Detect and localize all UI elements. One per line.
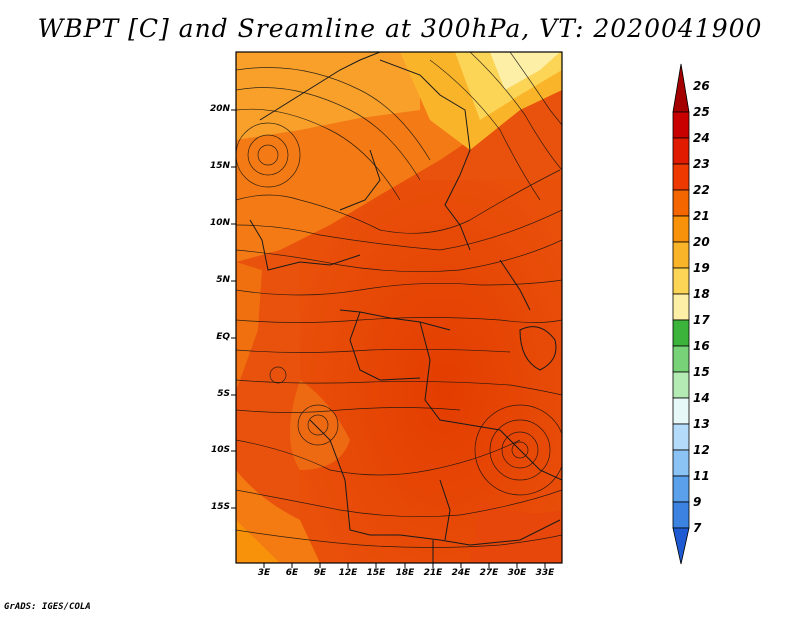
lon-label-21e: 21E [423,568,443,578]
grads-credit: GrADS: IGES/COLA [4,602,91,612]
wbpt-field [236,52,562,563]
lat-label-15n: 15N [209,161,230,171]
colorbar-swatch [672,371,690,399]
colorbar-label-17: 17 [693,313,710,327]
lon-label-27e: 27E [479,568,499,578]
colorbar-swatch [672,501,690,529]
colorbar-swatch [672,63,690,113]
colorbar-label-16: 16 [693,339,710,353]
colorbar-swatch [672,137,690,165]
lat-label-10n: 10N [209,218,230,228]
map-title: WBPT [C] and Sreamline at 300hPa, VT: 20… [37,14,763,43]
lon-label-6e: 6E [285,568,299,578]
colorbar-label-14: 14 [693,391,710,405]
lat-label-5s: 5S [217,389,230,399]
colorbar-label-25: 25 [693,105,710,119]
colorbar-swatch [672,319,690,347]
colorbar-label-22: 22 [693,183,710,197]
colorbar-swatch [672,527,690,565]
colorbar [672,63,690,565]
lat-label-10s: 10S [210,445,230,455]
lat-label-15s: 15S [210,502,230,512]
lon-label-33e: 33E [535,568,555,578]
colorbar-label-18: 18 [693,287,710,301]
lon-label-9e: 9E [313,568,327,578]
map-frame [235,51,563,564]
colorbar-label-21: 21 [693,209,710,223]
colorbar-swatch [672,111,690,139]
colorbar-swatch [672,267,690,295]
lon-label-24e: 24E [451,568,471,578]
colorbar-swatch [672,423,690,451]
lat-label-eq: EQ [216,332,230,342]
colorbar-swatch [672,397,690,425]
colorbar-swatch [672,449,690,477]
colorbar-label-9: 9 [693,495,702,509]
colorbar-label-12: 12 [693,443,710,457]
colorbar-label-11: 11 [693,469,710,483]
latitude-ticks [231,109,236,509]
colorbar-swatch [672,189,690,217]
colorbar-label-15: 15 [693,365,710,379]
lat-label-20n: 20N [209,104,230,114]
colorbar-label-24: 24 [693,131,710,145]
colorbar-label-7: 7 [693,521,702,535]
colorbar-label-19: 19 [693,261,710,275]
longitude-ticks [263,563,546,568]
colorbar-swatch [672,163,690,191]
lon-label-30e: 30E [507,568,527,578]
lat-label-5n: 5N [216,275,230,285]
colorbar-label-23: 23 [693,157,710,171]
colorbar-label-20: 20 [693,235,710,249]
lon-label-18e: 18E [395,568,415,578]
colorbar-swatch [672,215,690,243]
lon-label-15e: 15E [366,568,386,578]
colorbar-swatch [672,241,690,269]
lon-label-12e: 12E [338,568,358,578]
colorbar-swatch [672,475,690,503]
colorbar-swatch [672,293,690,321]
lon-label-3e: 3E [257,568,271,578]
colorbar-label-26: 26 [693,79,710,93]
colorbar-label-13: 13 [693,417,710,431]
colorbar-swatch [672,345,690,373]
